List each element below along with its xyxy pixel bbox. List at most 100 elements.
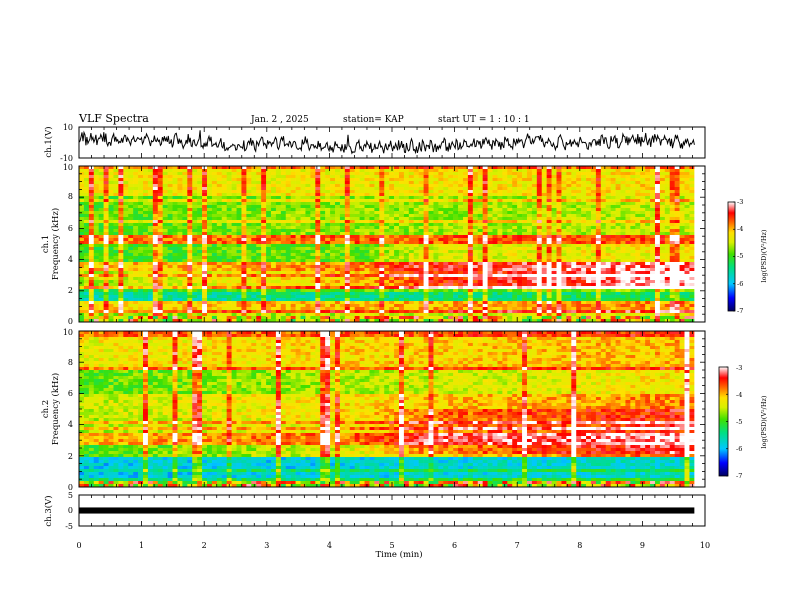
ch1-spectrogram-cell — [113, 235, 119, 239]
ch1-spectrogram-cell — [197, 211, 203, 215]
ch1-spectrogram-cell — [453, 184, 459, 188]
ch1-spectrogram-cell — [221, 178, 227, 182]
ch1-spectrogram-cell — [394, 232, 400, 236]
ch1-spectrogram-cell — [507, 184, 513, 188]
ch1-spectrogram-cell — [280, 256, 287, 260]
ch1-spectrogram-cell — [394, 259, 400, 263]
ch1-spectrogram-cell — [192, 208, 198, 212]
ch1-spectrogram-cell — [290, 235, 296, 239]
ch1-spectrogram-cell — [669, 226, 675, 230]
ch1-spectrogram-cell — [206, 259, 213, 263]
ch1-spectrogram-cell — [364, 190, 370, 194]
ch1-spectrogram-cell — [231, 175, 237, 179]
ch1-spectrogram-cell — [187, 277, 193, 281]
ch1-spectrogram-cell — [128, 211, 134, 215]
ch1-spectrogram-cell — [182, 223, 188, 227]
ch1-spectrogram-cell — [413, 232, 419, 236]
ch1-spectrogram-cell — [226, 229, 232, 233]
ch1-spectrogram-cell — [202, 271, 208, 275]
ch1-spectrogram-cell — [645, 205, 651, 209]
ch1-spectrogram-cell — [620, 205, 626, 209]
ch1-spectrogram-cell — [610, 274, 616, 278]
ch1-spectrogram-cell — [556, 235, 562, 239]
ch1-spectrogram-cell — [590, 223, 597, 227]
ch1-spectrogram-cell — [246, 193, 252, 197]
ch1-spectrogram-cell — [374, 190, 380, 194]
ch1-spectrogram-cell — [79, 169, 85, 173]
ch1-spectrogram-cell — [576, 169, 582, 173]
ch1-spectrogram-cell — [408, 178, 415, 182]
ch1-spectrogram-cell — [339, 229, 346, 233]
ch1-spectrogram-cell — [300, 184, 306, 188]
ch1-spectrogram-cell — [492, 175, 498, 179]
ch1-spectrogram-cell — [241, 205, 247, 209]
ch1-spectrogram-cell — [403, 244, 410, 248]
ch1-spectrogram-cell — [654, 271, 661, 275]
ch1-spectrogram-cell — [300, 211, 306, 215]
ch1-spectrogram-cell — [157, 253, 163, 257]
ch1-spectrogram-cell — [438, 181, 444, 185]
ch1-spectrogram-cell — [221, 235, 227, 239]
ch1-spectrogram-cell — [349, 205, 355, 209]
ch1-spectrogram-cell — [167, 226, 173, 230]
ch1-spectrogram-cell — [98, 247, 104, 251]
ch1-spectrogram-cell — [280, 172, 287, 176]
ch1-spectrogram-cell — [133, 238, 139, 242]
ch1-spectrogram-cell — [192, 232, 198, 236]
ch1-spectrogram-cell — [98, 244, 104, 248]
ch1-spectrogram-cell — [359, 220, 365, 224]
ch1-spectrogram-cell — [497, 193, 503, 197]
ch1-spectrogram-cell — [664, 181, 671, 185]
ch1-spectrogram-cell — [211, 244, 218, 248]
ch1-spectrogram-cell — [590, 244, 597, 248]
ch1-spectrogram-cell — [605, 247, 611, 251]
ch1-spectrogram-cell — [143, 241, 149, 245]
ch1-spectrogram-cell — [635, 223, 641, 227]
ch1-spectrogram-cell — [576, 247, 582, 251]
ch1-spectrogram-cell — [423, 199, 429, 203]
ch1-spectrogram-cell — [339, 235, 346, 239]
ch1-spectrogram-cell — [467, 181, 474, 185]
ch1-spectrogram-cell — [394, 253, 400, 257]
ch1-spectrogram-cell — [512, 184, 518, 188]
ch1-spectrogram-cell — [615, 256, 621, 260]
ch1-spectrogram-cell — [610, 259, 616, 263]
ch1-spectrogram-cell — [305, 271, 311, 275]
ch1-spectrogram-cell — [88, 223, 95, 227]
ch1-spectrogram-cell — [561, 256, 567, 260]
ch1-spectrogram-cell — [236, 262, 242, 266]
ch1-spectrogram-cell — [438, 223, 444, 227]
ch1-spectrogram-cell — [517, 238, 523, 242]
ch1-spectrogram-cell — [261, 166, 267, 170]
ch1-spectrogram-cell — [88, 274, 95, 278]
ch1-spectrogram-cell — [502, 226, 508, 230]
ch1-spectrogram-cell — [197, 199, 203, 203]
ch1-spectrogram-cell — [221, 244, 227, 248]
ch1-spectrogram-cell — [364, 223, 370, 227]
ch1-spectrogram-cell — [236, 199, 242, 203]
ch1-spectrogram-cell — [477, 175, 483, 179]
ch1-spectrogram-cell — [630, 277, 636, 281]
ch1-spectrogram-cell — [526, 232, 533, 236]
ch1-spectrogram-cell — [379, 229, 385, 233]
ch1-spectrogram-cell — [93, 208, 99, 212]
ch1-spectrogram-cell — [659, 214, 666, 218]
ch1-spectrogram-cell — [536, 238, 543, 242]
ch1-spectrogram-cell — [462, 178, 469, 182]
ch1-spectrogram-cell — [211, 217, 218, 221]
ch1-spectrogram-cell — [275, 265, 282, 269]
ch1-spectrogram-cell — [669, 244, 675, 248]
ch1-spectrogram-cell — [310, 202, 316, 206]
ch1-spectrogram-cell — [551, 190, 557, 194]
ch1-spectrogram-cell — [98, 208, 104, 212]
ch1-spectrogram-cell — [394, 196, 400, 200]
ch1-spectrogram-cell — [261, 187, 267, 191]
ch1-spectrogram-cell — [177, 235, 183, 239]
ch1-spectrogram-cell — [226, 181, 232, 185]
ch1-spectrogram-cell — [374, 184, 380, 188]
ch1-spectrogram-cell — [103, 262, 109, 266]
ch1-spectrogram-cell — [458, 277, 464, 281]
ch1-spectrogram-cell — [226, 274, 232, 278]
ch1-spectrogram-cell — [118, 217, 124, 221]
ch1-spectrogram-cell — [448, 169, 454, 173]
